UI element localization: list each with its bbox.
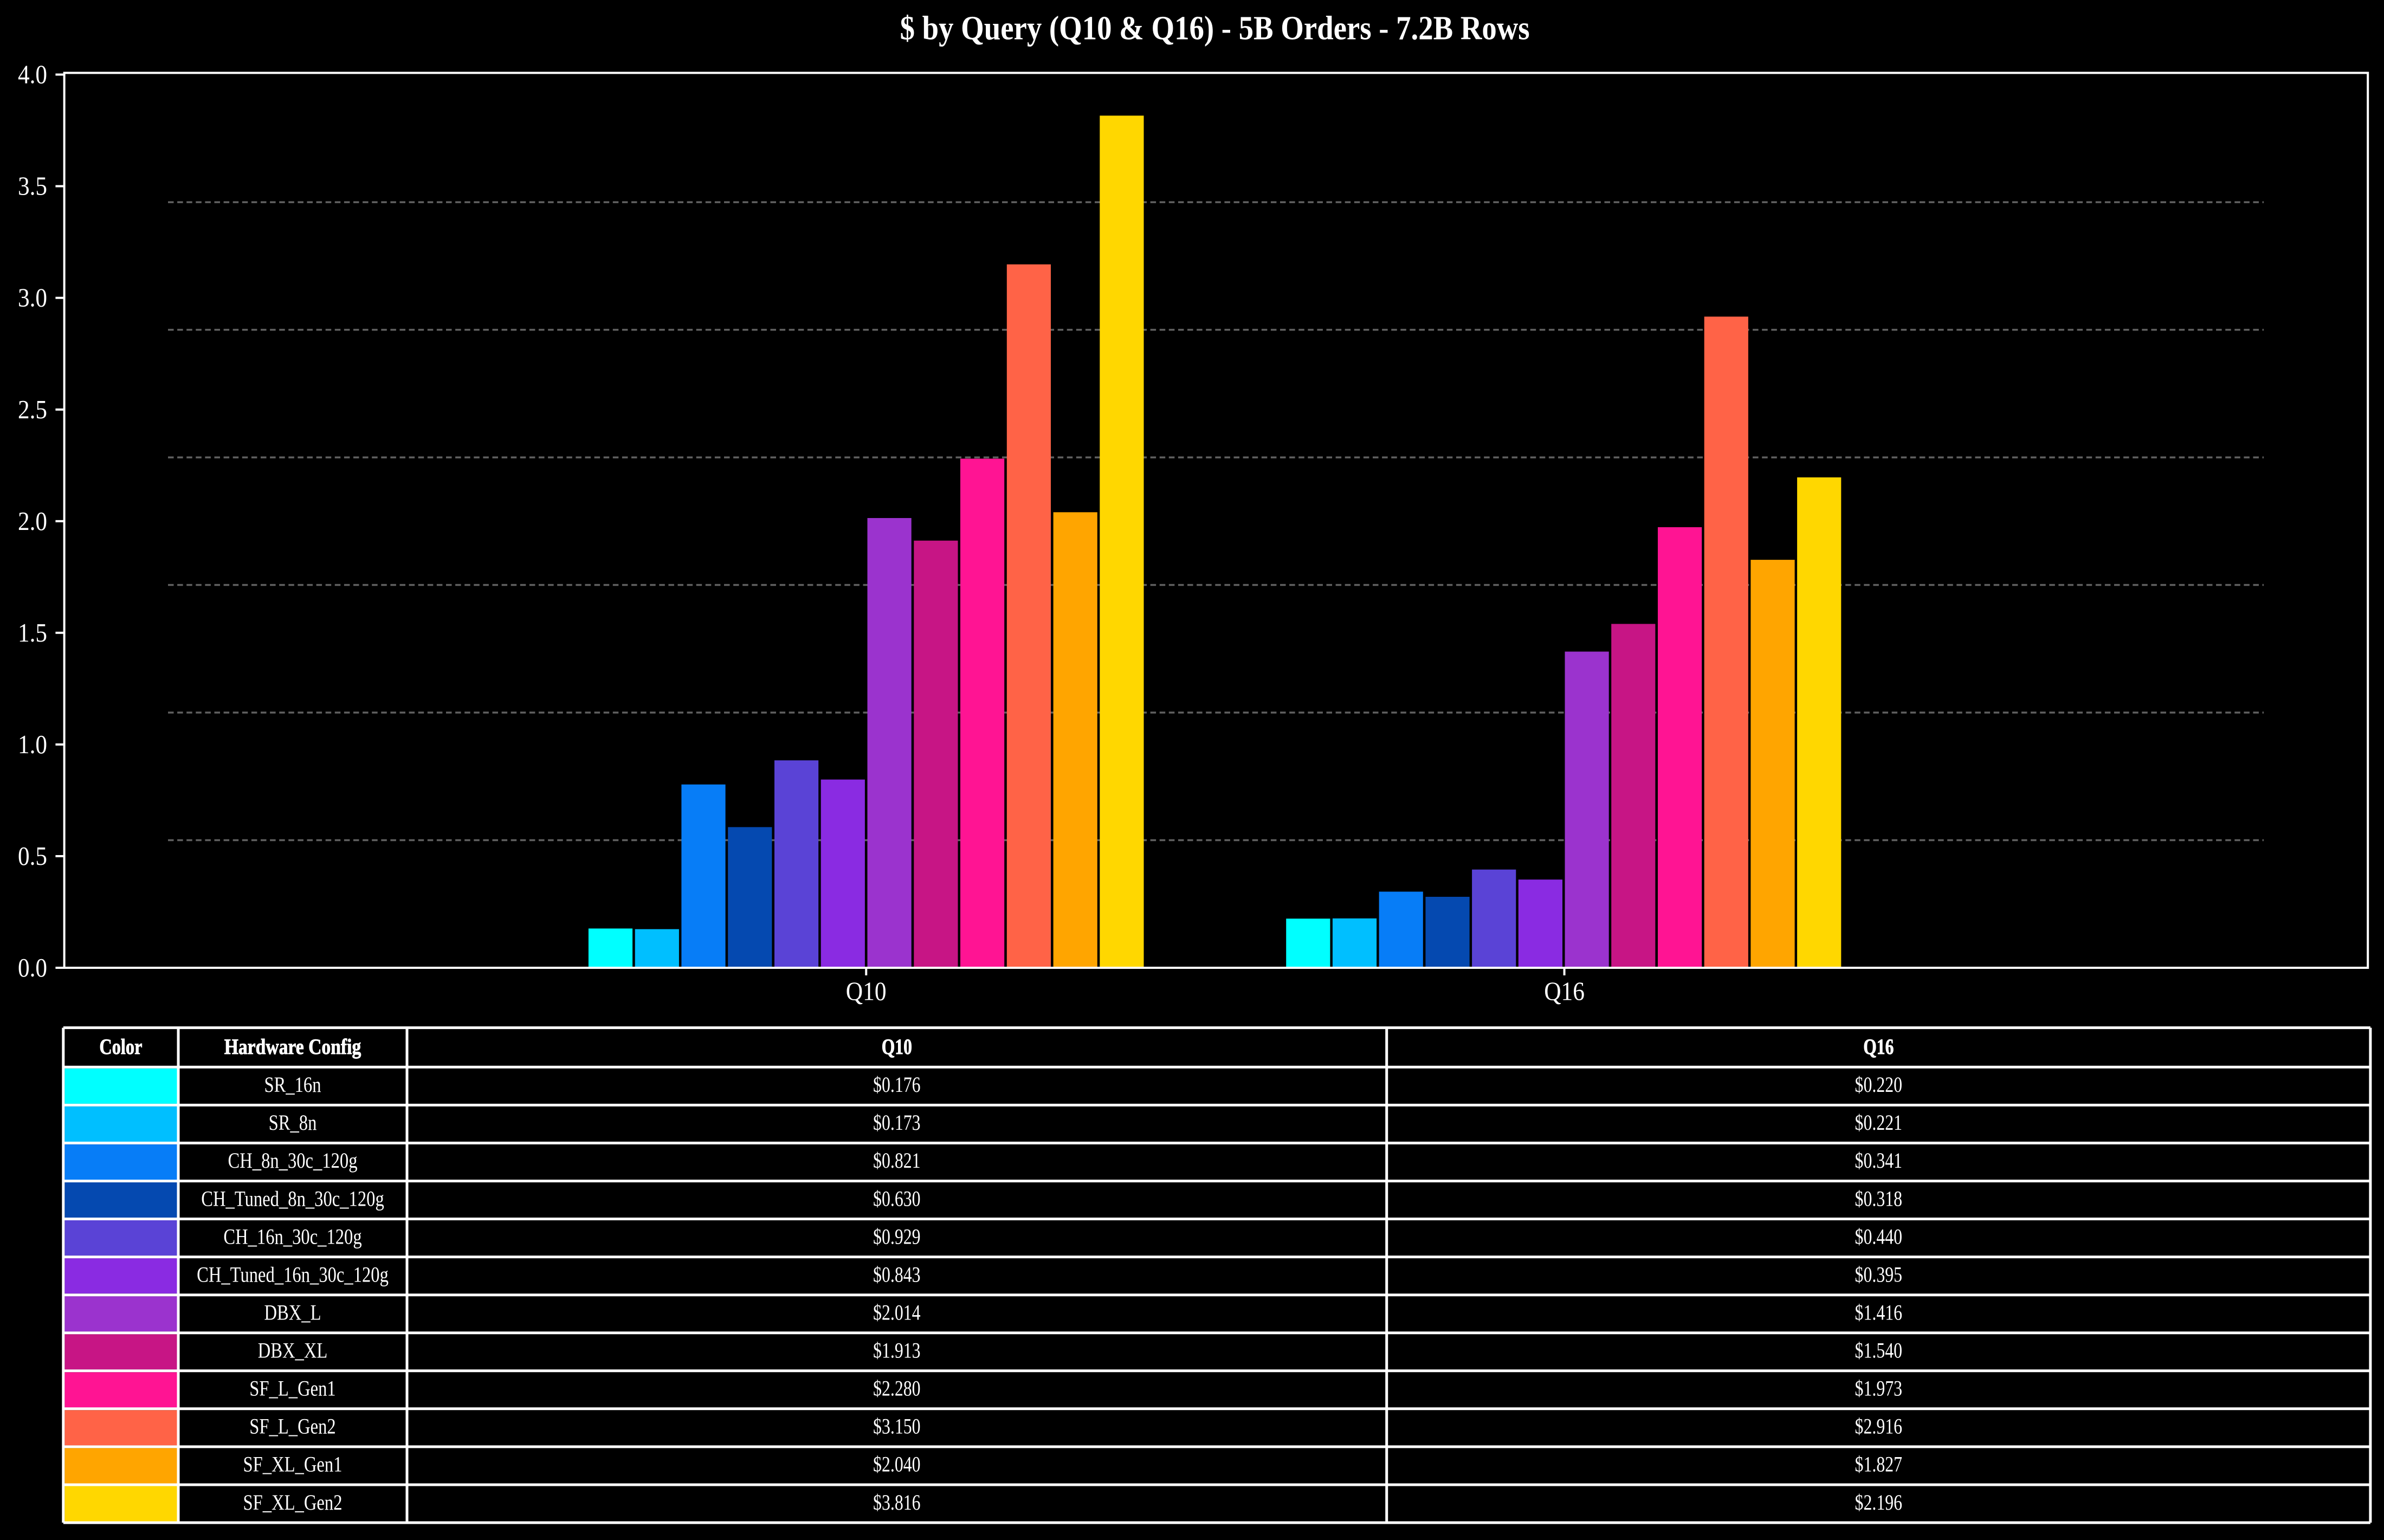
svg-text:CH_Tuned_8n_30c_120g: CH_Tuned_8n_30c_120g bbox=[201, 1186, 384, 1211]
svg-text:$2.196: $2.196 bbox=[1855, 1490, 1903, 1515]
svg-text:$1.827: $1.827 bbox=[1855, 1452, 1903, 1477]
svg-text:DBX_L: DBX_L bbox=[264, 1300, 321, 1325]
svg-text:SR_16n: SR_16n bbox=[264, 1072, 321, 1097]
svg-text:$2.280: $2.280 bbox=[873, 1376, 921, 1401]
svg-text:SF_L_Gen2: SF_L_Gen2 bbox=[249, 1414, 335, 1439]
svg-text:$1.973: $1.973 bbox=[1855, 1376, 1903, 1401]
svg-text:$0.440: $0.440 bbox=[1855, 1224, 1903, 1248]
svg-text:CH_Tuned_16n_30c_120g: CH_Tuned_16n_30c_120g bbox=[197, 1262, 389, 1286]
svg-text:$0.843: $0.843 bbox=[873, 1262, 921, 1286]
svg-text:SF_XL_Gen1: SF_XL_Gen1 bbox=[243, 1452, 343, 1477]
svg-text:CH_8n_30c_120g: CH_8n_30c_120g bbox=[228, 1148, 358, 1173]
svg-text:3.5: 3.5 bbox=[18, 171, 47, 201]
svg-text:$0.176: $0.176 bbox=[873, 1072, 921, 1097]
svg-text:$0.220: $0.220 bbox=[1855, 1072, 1903, 1097]
svg-text:2.5: 2.5 bbox=[18, 394, 47, 424]
svg-text:$0.341: $0.341 bbox=[1855, 1148, 1903, 1173]
svg-text:2.0: 2.0 bbox=[18, 506, 47, 536]
svg-text:SR_8n: SR_8n bbox=[269, 1110, 317, 1135]
svg-text:1.5: 1.5 bbox=[18, 618, 47, 648]
svg-text:$0.821: $0.821 bbox=[873, 1148, 921, 1173]
svg-text:$1.540: $1.540 bbox=[1855, 1338, 1903, 1363]
svg-text:Q10: Q10 bbox=[882, 1034, 912, 1059]
svg-text:Hardware Config: Hardware Config bbox=[224, 1034, 361, 1059]
svg-text:1.0: 1.0 bbox=[18, 729, 47, 759]
svg-text:$3.816: $3.816 bbox=[873, 1490, 921, 1515]
svg-text:$ by Query (Q10 & Q16) - 5B Or: $ by Query (Q10 & Q16) - 5B Orders - 7.2… bbox=[900, 10, 1530, 47]
svg-text:$1.913: $1.913 bbox=[873, 1338, 921, 1363]
svg-text:SF_XL_Gen2: SF_XL_Gen2 bbox=[243, 1490, 343, 1515]
svg-text:4.0: 4.0 bbox=[18, 60, 47, 89]
svg-text:CH_16n_30c_120g: CH_16n_30c_120g bbox=[223, 1224, 361, 1248]
svg-text:Q16: Q16 bbox=[1863, 1034, 1894, 1059]
svg-text:$2.916: $2.916 bbox=[1855, 1414, 1903, 1439]
svg-text:SF_L_Gen1: SF_L_Gen1 bbox=[249, 1376, 335, 1401]
svg-text:Q16: Q16 bbox=[1544, 976, 1585, 1006]
svg-text:$0.173: $0.173 bbox=[873, 1110, 921, 1135]
svg-text:$0.221: $0.221 bbox=[1855, 1110, 1903, 1135]
svg-text:$1.416: $1.416 bbox=[1855, 1300, 1903, 1325]
svg-text:Q10: Q10 bbox=[846, 976, 887, 1006]
svg-text:3.0: 3.0 bbox=[18, 283, 47, 313]
svg-text:0.5: 0.5 bbox=[18, 841, 47, 871]
svg-text:$0.630: $0.630 bbox=[873, 1186, 921, 1211]
svg-text:$2.040: $2.040 bbox=[873, 1452, 921, 1477]
svg-text:Color: Color bbox=[99, 1034, 142, 1059]
svg-text:$3.150: $3.150 bbox=[873, 1414, 921, 1439]
svg-text:$2.014: $2.014 bbox=[873, 1300, 921, 1325]
svg-text:$0.395: $0.395 bbox=[1855, 1262, 1903, 1286]
svg-text:DBX_XL: DBX_XL bbox=[258, 1338, 328, 1363]
svg-text:$0.318: $0.318 bbox=[1855, 1186, 1903, 1211]
svg-text:$0.929: $0.929 bbox=[873, 1224, 921, 1248]
svg-text:0.0: 0.0 bbox=[18, 953, 47, 982]
